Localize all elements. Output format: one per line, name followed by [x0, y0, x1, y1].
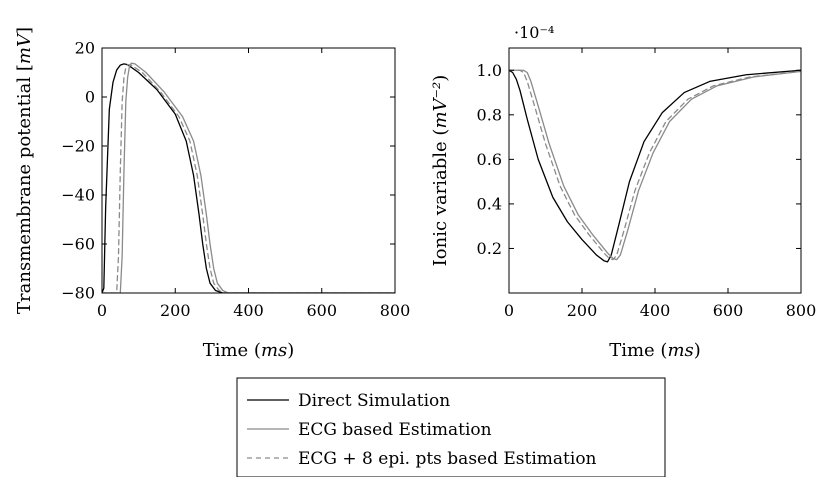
right-y-axis-label: Ionic variable (mV⁻²): [430, 75, 451, 267]
left-y-tick-label: −20: [61, 137, 95, 156]
right-y-tick-label: 0.2: [477, 239, 502, 258]
legend-entry: ECG + 8 epi. pts based Estimation: [247, 449, 597, 469]
left-y-tick-label: −80: [61, 284, 95, 303]
legend-label: Direct Simulation: [298, 391, 450, 411]
right-tick-layer: 0 200 400 600 800 0.2 0.4 0.6 0.8 1.0: [477, 48, 817, 320]
left-y-tick-label: 0: [85, 88, 95, 107]
right-series-line-3: [509, 69, 801, 261]
right-x-tick-label: 800: [786, 301, 817, 320]
left-series-line-1: [102, 63, 395, 293]
right-scale-label: ·10⁻⁴: [514, 23, 554, 42]
left-x-tick-label: 800: [380, 301, 411, 320]
left-series-layer: [102, 62, 395, 293]
legend-entries: Direct Simulation ECG based Estimation ECG…: [247, 391, 597, 469]
right-series-line-2: [509, 69, 801, 261]
legend-label: ECG + 8 epi. pts based Estimation: [298, 449, 597, 469]
left-x-tick-label: 0: [97, 301, 107, 320]
legend-frame: [236, 377, 666, 477]
left-y-tick-label: 20: [75, 39, 95, 58]
right-x-axis-label: Time (ms): [609, 340, 701, 361]
right-y-tick-label: 0.8: [477, 105, 502, 124]
left-plot-frame: [101, 47, 396, 294]
legend-label: ECG based Estimation: [298, 420, 492, 440]
ionic-variable-chart: 0 200 400 600 800 0.2 0.4 0.6 0.8 1.0 Time (ms) I…: [430, 23, 816, 361]
right-x-tick-label: 0: [504, 301, 514, 320]
left-x-axis-label: Time (ms): [203, 340, 295, 361]
left-y-axis-label: Transmembrane potential [mV]: [14, 27, 35, 314]
right-y-tick-label: 0.6: [477, 150, 502, 169]
right-series-layer: [509, 69, 801, 263]
right-series-line-1: [509, 69, 801, 263]
left-y-tick-label: −60: [61, 235, 95, 254]
left-x-tick-label: 200: [160, 301, 191, 320]
legend-entry: Direct Simulation: [247, 391, 450, 411]
right-x-tick-label: 200: [567, 301, 598, 320]
right-x-tick-label: 400: [640, 301, 671, 320]
left-series-line-3: [102, 64, 395, 293]
right-y-tick-label: 0.4: [477, 194, 502, 213]
legend-entry: ECG based Estimation: [247, 420, 492, 440]
left-x-tick-label: 600: [306, 301, 337, 320]
right-x-tick-label: 600: [713, 301, 744, 320]
left-x-tick-label: 400: [233, 301, 264, 320]
left-y-tick-label: −40: [61, 186, 95, 205]
left-series-line-2: [102, 62, 395, 293]
right-plot-frame: [508, 47, 802, 294]
transmembrane-potential-chart: 0 200 400 600 800 −80 −60 −40 −20 0 20 Time (ms) T…: [14, 27, 410, 361]
legend: Direct Simulation ECG based Estimation ECG…: [236, 377, 666, 477]
left-tick-layer: 0 200 400 600 800 −80 −60 −40 −20 0 20: [61, 39, 410, 321]
right-y-tick-label: 1.0: [477, 61, 502, 80]
